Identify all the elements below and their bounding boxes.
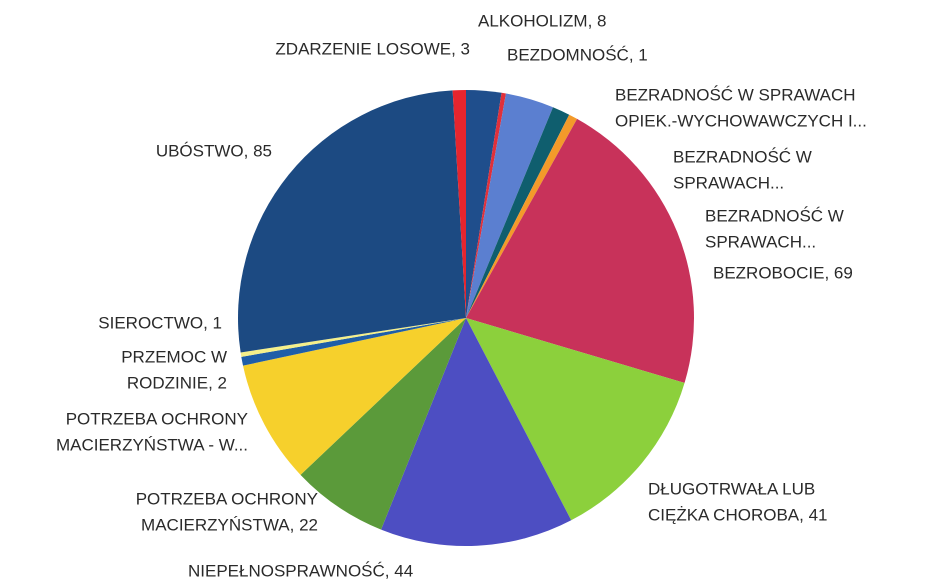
pie-slice bbox=[466, 114, 578, 318]
pie-slice bbox=[300, 318, 466, 530]
pie-slice bbox=[466, 118, 694, 383]
slice-label: POTRZEBA OCHRONY bbox=[136, 489, 318, 508]
slice-label: UBÓSTWO, 85 bbox=[156, 141, 272, 160]
slice-label: BEZDOMNOŚĆ, 1 bbox=[507, 45, 648, 64]
pie-slice bbox=[452, 90, 466, 318]
slice-label: CIĘŻKA CHOROBA, 41 bbox=[648, 505, 828, 524]
slice-label: ZDARZENIE LOSOWE, 3 bbox=[275, 39, 470, 58]
slice-label: OPIEK.-WYCHOWAWCZYCH I... bbox=[615, 111, 867, 130]
slice-label: MACIERZYŃSTWA - W... bbox=[56, 435, 248, 454]
slice-label: SIEROCTWO, 1 bbox=[98, 313, 222, 332]
slice-label: BEZRADNOŚĆ W SPRAWACH bbox=[615, 85, 856, 104]
slice-label: SPRAWACH... bbox=[673, 173, 784, 192]
pie-slice bbox=[243, 318, 466, 475]
pie-slice bbox=[240, 318, 466, 357]
slice-label: DŁUGOTRWAŁA LUB bbox=[648, 479, 815, 498]
pie-slice bbox=[466, 318, 685, 521]
slice-label: SPRAWACH... bbox=[705, 232, 816, 251]
slice-label: NIEPEŁNOSPRAWNOŚĆ, 44 bbox=[188, 561, 413, 580]
pie-slice bbox=[466, 107, 570, 318]
slice-label: BEZRADNOŚĆ W bbox=[673, 147, 812, 166]
slice-label: MACIERZYŃSTWA, 22 bbox=[141, 515, 318, 534]
pie-slice bbox=[466, 92, 506, 318]
pie-slice bbox=[381, 318, 572, 546]
slice-label: ALKOHOLIZM, 8 bbox=[478, 11, 606, 30]
slice-label: RODZINIE, 2 bbox=[127, 373, 227, 392]
pie-slice bbox=[238, 90, 466, 353]
slice-label: BEZROBOCIE, 69 bbox=[713, 263, 853, 282]
slice-label: POTRZEBA OCHRONY bbox=[66, 409, 248, 428]
slice-label: BEZRADNOŚĆ W bbox=[705, 206, 844, 225]
slice-label: PRZEMOC W bbox=[121, 347, 227, 366]
pie-slice bbox=[241, 318, 466, 366]
pie-slice bbox=[466, 93, 553, 318]
pie-slice bbox=[466, 90, 502, 318]
